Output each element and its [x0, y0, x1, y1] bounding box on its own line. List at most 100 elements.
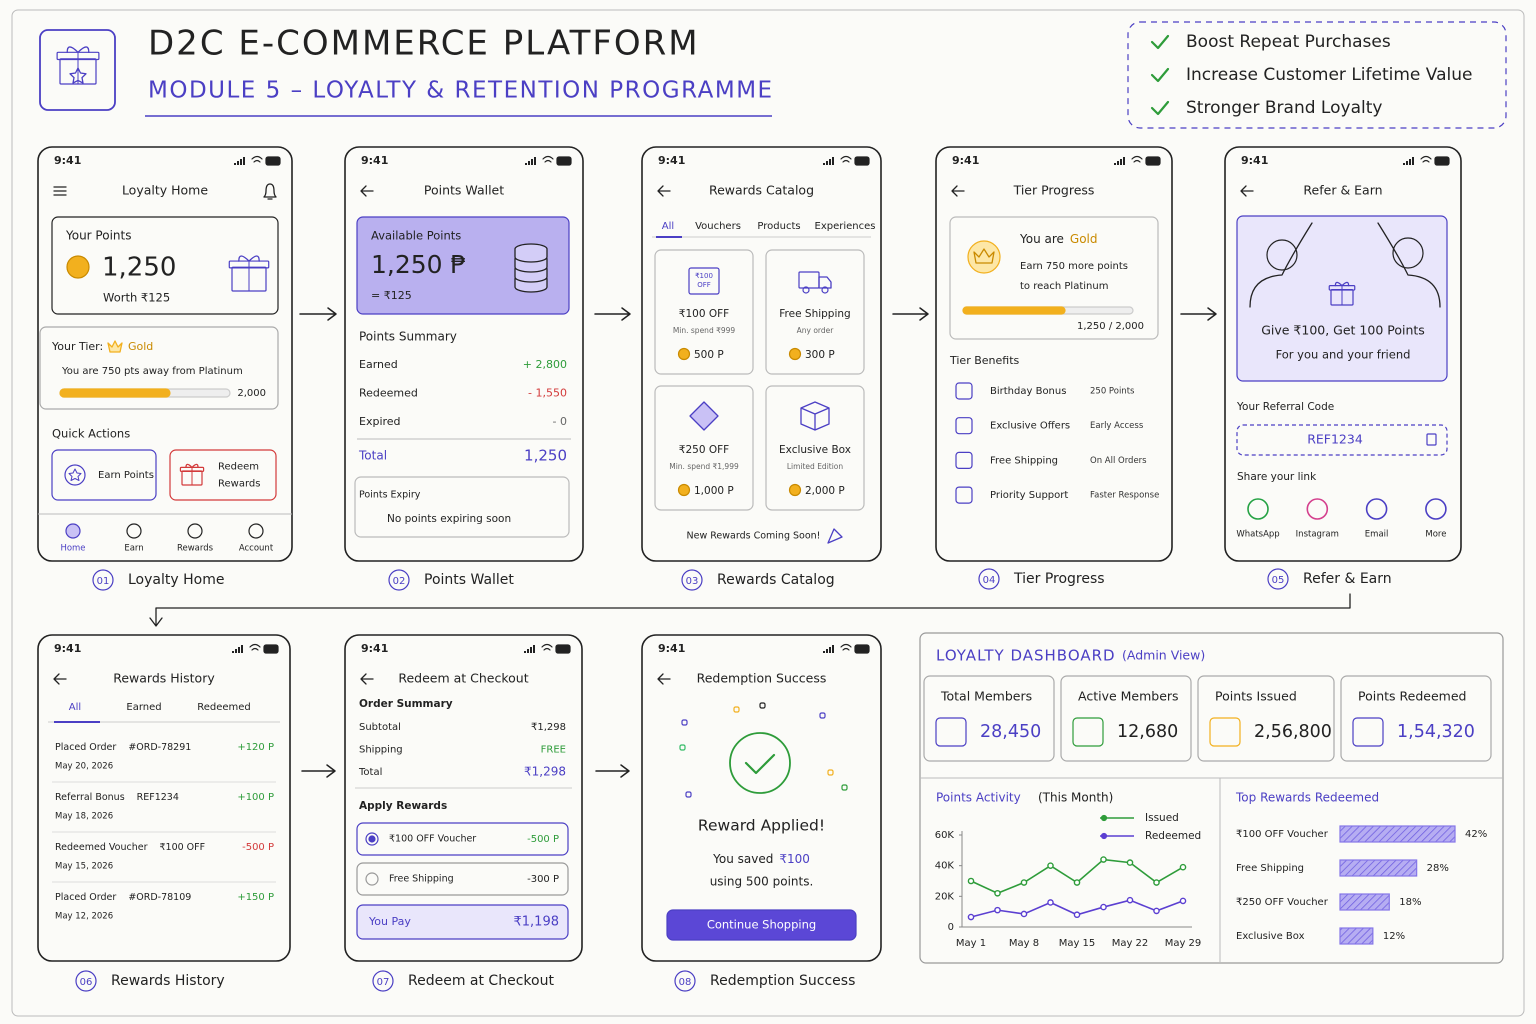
label: No points expiring soon	[387, 513, 511, 525]
wifi-icon	[251, 155, 263, 163]
step-badge	[681, 569, 703, 591]
bar-value: 42%	[1465, 829, 1487, 840]
points-value: 1,250	[102, 253, 176, 283]
icon	[821, 286, 829, 294]
kpi-value: 28,450	[980, 722, 1041, 742]
step-caption: Refer & Earn	[1303, 571, 1392, 587]
battery-icon	[556, 156, 572, 166]
expiry-card	[354, 476, 570, 538]
battery-icon	[1434, 156, 1450, 166]
menu-icon	[53, 186, 67, 196]
screen-title: Refer & Earn	[1303, 183, 1382, 198]
nav-label: Home	[60, 544, 85, 554]
legend-swatch	[1100, 832, 1108, 840]
copy-icon	[1426, 433, 1437, 446]
label-part: Referral Bonus	[55, 792, 125, 803]
reward-note: Limited Edition	[787, 462, 844, 471]
confetti	[841, 784, 848, 791]
tab: Vouchers	[695, 221, 741, 232]
reward-name: ₹100 OFF	[679, 308, 729, 320]
signal-icon	[832, 645, 834, 653]
benefit-icon	[955, 486, 973, 504]
kpi-value: 1,54,320	[1397, 722, 1475, 742]
continue-button[interactable]	[666, 909, 857, 941]
voucher-icon	[689, 401, 719, 431]
wifi-icon	[249, 643, 261, 651]
logo	[39, 29, 116, 111]
legend-label: Redeemed	[1145, 830, 1201, 842]
signal-icon	[1409, 159, 1411, 165]
status-time: 9:41	[361, 642, 388, 655]
phone-frame	[37, 634, 291, 962]
label-part: Redeemed Voucher	[55, 842, 148, 853]
status-time: 9:41	[361, 154, 388, 167]
tier-card	[949, 216, 1159, 340]
history-points: +120 P	[237, 742, 274, 753]
nav-icon	[65, 523, 81, 539]
series-point	[967, 913, 975, 921]
kpi-card	[1340, 675, 1492, 762]
label-part: REF1234	[137, 792, 179, 803]
step-badge	[92, 569, 114, 591]
label: Tier Benefits	[949, 354, 1020, 367]
tier-badge	[967, 240, 1001, 274]
dashboard-panel	[919, 632, 1504, 964]
code-box	[1236, 424, 1448, 456]
step-number: 07	[377, 977, 390, 988]
confetti	[827, 769, 834, 776]
confetti	[685, 791, 692, 798]
signal-icon	[237, 161, 239, 165]
tab: Experiences	[815, 221, 876, 232]
label: Your Tier:	[51, 340, 103, 353]
confetti	[679, 744, 686, 751]
bar	[1339, 859, 1418, 877]
label: to reach Platinum	[1020, 281, 1108, 292]
label: Free Shipping	[389, 874, 454, 885]
kpi-card	[1197, 675, 1335, 762]
tab: All	[69, 702, 81, 713]
phone-frame	[344, 146, 584, 562]
history-points: +100 P	[237, 792, 274, 803]
step-badge	[1267, 568, 1289, 590]
wifi-icon	[1420, 155, 1432, 163]
history-points: -500 P	[242, 842, 274, 853]
step-caption: Redemption Success	[710, 973, 855, 989]
label: Worth ₹125	[103, 291, 170, 305]
kpi-label: Points Issued	[1215, 689, 1297, 704]
label: ₹1,298	[524, 765, 566, 779]
bar-label: Exclusive Box	[1236, 931, 1305, 942]
label-part: Gold	[1070, 232, 1098, 246]
label: 2,000	[237, 388, 266, 399]
person-icon	[1392, 237, 1424, 269]
step-number: 04	[983, 575, 996, 586]
series-point	[1100, 856, 1107, 863]
reward-tile	[654, 249, 754, 375]
reward-note: Any order	[797, 326, 835, 335]
bar	[1339, 893, 1390, 911]
step-badge	[388, 569, 410, 591]
reward-name: Exclusive Box	[779, 444, 851, 456]
step-number: 02	[393, 576, 406, 587]
signal-icon	[238, 647, 240, 653]
series-point	[1126, 896, 1134, 904]
signal-icon	[829, 159, 831, 165]
label: You are 750 pts away from Platinum	[61, 366, 243, 377]
label: Points Expiry	[359, 490, 421, 501]
benefit: Boost Repeat Purchases	[1186, 32, 1391, 52]
status-time: 9:41	[54, 642, 81, 655]
share-label: More	[1425, 530, 1446, 540]
label: = ₹125	[371, 289, 412, 302]
crown-icon	[973, 248, 995, 264]
label-part: Placed Order	[55, 742, 116, 753]
series-point	[1179, 897, 1187, 905]
label: Exclusive Offers	[990, 421, 1070, 432]
icon	[66, 46, 90, 53]
label: Shipping	[359, 745, 403, 756]
label: Priority Support	[990, 490, 1068, 501]
phone-frame	[344, 634, 583, 962]
signal-icon	[823, 651, 825, 653]
signal-icon	[241, 645, 243, 653]
flow-connector	[149, 593, 1351, 627]
reward-tile	[765, 385, 865, 511]
